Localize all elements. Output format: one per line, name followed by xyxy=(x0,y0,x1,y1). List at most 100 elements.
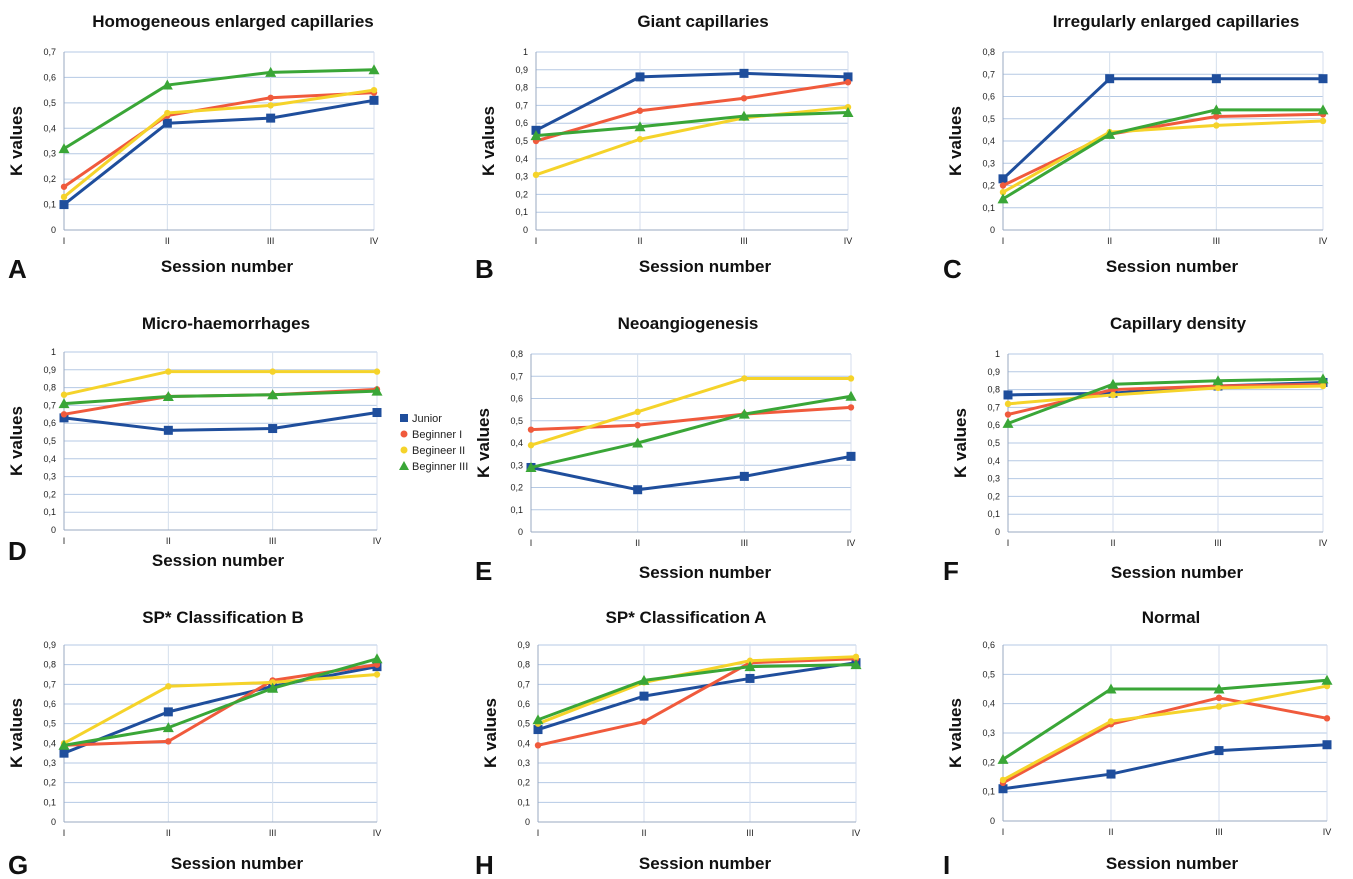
y-tick-label: 0,3 xyxy=(510,460,523,470)
marker-junior xyxy=(163,707,173,717)
marker-beginner-iii xyxy=(532,714,544,725)
series-beginner-iii xyxy=(1002,373,1329,428)
y-tick-label: 0,5 xyxy=(982,114,995,124)
marker-begineer-ii xyxy=(1214,384,1222,392)
x-tick-label: II xyxy=(641,828,646,838)
marker-begineer-ii xyxy=(60,391,68,398)
marker-beginner-iii xyxy=(997,753,1009,764)
marker-beginner-iii xyxy=(265,66,277,77)
chart-title: Neoangiogenesis xyxy=(618,314,759,333)
y-tick-label: 0,1 xyxy=(987,509,1000,519)
y-axis-title: K values xyxy=(951,408,970,478)
marker-beginner-iii xyxy=(634,121,646,132)
x-tick-label: II xyxy=(1107,236,1112,246)
marker-begineer-ii xyxy=(165,683,172,690)
x-axis-title: Session number xyxy=(639,854,772,873)
marker-junior xyxy=(1318,74,1328,84)
marker-begineer-ii xyxy=(370,86,378,94)
y-tick-label: 0,6 xyxy=(43,72,56,82)
y-tick-label: 0,5 xyxy=(43,98,56,108)
x-tick-label: I xyxy=(63,536,66,546)
y-tick-label: 0 xyxy=(51,817,56,827)
chart-panel-g: 00,10,20,30,40,50,60,70,80,9I II III IVSP* … xyxy=(7,608,383,879)
y-tick-label: 0,3 xyxy=(43,758,56,768)
series-junior xyxy=(59,95,379,210)
y-tick-label: 0,6 xyxy=(43,418,56,428)
marker-begineer-ii xyxy=(999,188,1007,196)
marker-begineer-ii xyxy=(527,442,535,449)
x-axis-title: Session number xyxy=(1106,257,1239,276)
series-line xyxy=(1002,678,1328,761)
x-tick-label: I xyxy=(537,828,540,838)
marker-begineer-ii xyxy=(741,375,748,382)
y-axis-title: K values xyxy=(481,698,500,768)
x-tick-label: III xyxy=(746,828,754,838)
y-tick-label: 0,8 xyxy=(43,383,56,393)
marker-beginner-iii xyxy=(744,661,756,672)
legend-label: Beginner III xyxy=(412,461,468,473)
y-tick-label: 0,9 xyxy=(515,65,528,75)
y-tick-label: 0,1 xyxy=(43,507,56,517)
y-tick-label: 0 xyxy=(990,225,995,235)
series-beginner-iii xyxy=(58,653,383,750)
y-tick-label: 0,6 xyxy=(43,699,56,709)
marker-begineer-ii xyxy=(1319,117,1327,125)
series-line xyxy=(63,657,378,747)
x-tick-label: III xyxy=(269,828,277,838)
marker-junior xyxy=(639,691,649,701)
y-tick-label: 0 xyxy=(525,817,530,827)
y-tick-label: 0,3 xyxy=(987,474,1000,484)
y-tick-label: 0 xyxy=(518,527,523,537)
marker-beginner-iii xyxy=(525,461,537,472)
marker-begineer-ii xyxy=(999,776,1007,784)
x-tick-label: II xyxy=(637,236,642,246)
series-line xyxy=(63,665,378,755)
series-line xyxy=(1002,684,1328,782)
panel-letter: I xyxy=(943,850,950,879)
series-begineer-ii xyxy=(999,682,1331,784)
chart-title: Homogeneous enlarged capillaries xyxy=(92,12,374,31)
marker-beginner-iii xyxy=(850,659,862,670)
series-line xyxy=(537,661,857,731)
legend-marker xyxy=(400,446,408,454)
x-tick-label: I xyxy=(1002,827,1005,837)
series-line xyxy=(63,88,375,199)
marker-beginner-i xyxy=(640,718,648,725)
y-tick-label: 0,2 xyxy=(43,174,56,184)
marker-begineer-ii xyxy=(852,653,860,660)
series-line xyxy=(63,370,377,397)
series-begineer-ii xyxy=(60,671,381,747)
y-tick-label: 0,7 xyxy=(510,371,523,381)
series-line xyxy=(537,657,857,747)
legend-marker xyxy=(400,430,408,438)
marker-begineer-ii xyxy=(164,109,171,117)
y-tick-label: 0,2 xyxy=(987,491,1000,501)
series-junior xyxy=(531,68,853,135)
marker-beginner-iii xyxy=(58,398,70,409)
x-tick-label: I xyxy=(535,236,538,246)
series-beginner-iii xyxy=(58,64,380,154)
y-tick-label: 0,7 xyxy=(43,47,56,57)
y-axis-title: K values xyxy=(479,106,498,176)
y-tick-label: 0,8 xyxy=(987,385,1000,395)
x-axis-title: Session number xyxy=(639,257,772,276)
marker-junior xyxy=(1214,746,1224,756)
marker-junior xyxy=(846,451,856,461)
x-tick-label: IV xyxy=(847,538,856,548)
chart-panel-h: 00,10,20,30,40,50,60,70,80,9I II III IVSP* … xyxy=(475,608,862,879)
marker-beginner-i xyxy=(60,183,68,190)
legend: Junior Beginner I Begineer II Beginner III xyxy=(399,413,468,473)
marker-begineer-ii xyxy=(847,375,855,382)
y-tick-label: 0,1 xyxy=(515,207,528,217)
series-beginner-iii xyxy=(532,659,862,725)
y-tick-label: 0 xyxy=(51,225,56,235)
marker-beginner-i xyxy=(847,404,855,411)
chart-title: SP* Classification A xyxy=(606,608,767,627)
y-tick-label: 0,8 xyxy=(515,83,528,93)
x-axis-title: Session number xyxy=(1111,563,1244,582)
marker-begineer-ii xyxy=(746,657,754,664)
x-tick-label: III xyxy=(741,538,749,548)
series-line xyxy=(1007,377,1324,425)
series-beginner-iii xyxy=(997,674,1333,764)
y-tick-label: 0,2 xyxy=(510,483,523,493)
